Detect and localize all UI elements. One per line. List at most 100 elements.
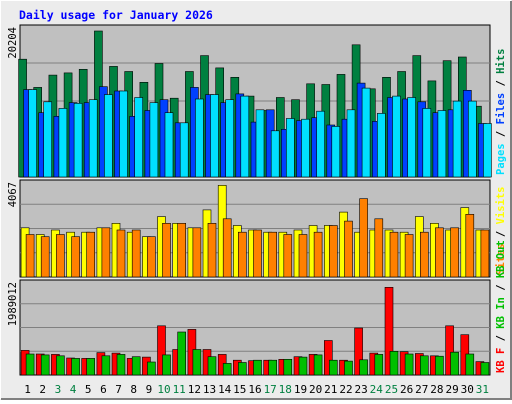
bar-sites-16 [253, 229, 262, 278]
bar-kb-in-22 [344, 360, 353, 376]
x-tick-label-5: 5 [85, 383, 92, 396]
x-tick-label-9: 9 [146, 383, 153, 396]
bar-kb-in-29 [450, 351, 459, 376]
bar-pages-16 [255, 109, 265, 178]
bar-kb-in-12 [192, 349, 202, 376]
bar-sites-15 [238, 231, 247, 278]
bar-sites-17 [268, 231, 278, 278]
x-tick-label-12: 12 [188, 383, 201, 396]
bar-kb-in-28 [435, 355, 444, 376]
bar-kb-in-30 [465, 353, 475, 376]
bar-sites-3 [56, 234, 65, 278]
panel-legend: Pages / Files / Hits [495, 49, 507, 175]
bar-kb-in-8 [131, 356, 141, 376]
bar-kb-f-23 [354, 327, 363, 376]
bar-pages-15 [240, 95, 250, 178]
x-tick-label-28: 28 [430, 383, 443, 396]
bar-pages-27 [422, 108, 432, 178]
bar-kb-in-7 [116, 354, 126, 376]
panel-max-label: 4067 [7, 182, 19, 207]
x-tick-label-10: 10 [157, 383, 170, 396]
bar-kb-in-23 [359, 359, 368, 376]
bar-sites-4 [71, 236, 80, 278]
x-tick-label-2: 2 [39, 383, 46, 396]
x-tick-label-3: 3 [55, 383, 62, 396]
bar-kb-in-11 [177, 331, 186, 376]
x-tick-label-11: 11 [173, 383, 186, 396]
legend-entry: Visits [495, 186, 507, 224]
x-tick-label-31: 31 [476, 383, 489, 396]
bar-pages-21 [331, 126, 341, 178]
bar-sites-26 [404, 234, 414, 278]
bar-kb-in-18 [283, 358, 293, 376]
bar-kb-f-10 [157, 325, 166, 376]
x-tick-label-29: 29 [445, 383, 458, 396]
x-tick-label-30: 30 [461, 383, 474, 396]
legend-separator: / [495, 329, 507, 348]
bar-kb-in-27 [419, 355, 429, 376]
legend-entry: Sites [495, 243, 507, 275]
bar-sites-25 [389, 231, 399, 278]
bar-pages-12 [195, 98, 204, 178]
bar-pages-24 [376, 113, 386, 178]
bar-pages-13 [210, 94, 219, 178]
panel-kbytes: 1989012 KB F / KB In / KB Out [7, 240, 507, 376]
bar-sites-29 [450, 227, 459, 278]
bar-sites-31 [480, 229, 490, 278]
bar-kb-in-5 [86, 358, 95, 376]
x-tick-label-21: 21 [324, 383, 337, 396]
bar-kb-in-21 [328, 359, 338, 376]
x-tick-label-22: 22 [339, 383, 352, 396]
legend-entry: KB In [495, 297, 507, 329]
bar-sites-1 [25, 234, 35, 278]
x-tick-label-14: 14 [218, 383, 232, 396]
bar-sites-7 [116, 229, 126, 278]
bar-sites-13 [207, 223, 217, 278]
bar-pages-18 [285, 118, 295, 178]
x-tick-label-13: 13 [203, 383, 216, 396]
bar-sites-5 [86, 231, 95, 278]
x-tick-label-20: 20 [309, 383, 322, 396]
bar-pages-14 [225, 99, 234, 178]
bar-kb-in-16 [253, 359, 262, 376]
x-tick-label-15: 15 [233, 383, 246, 396]
bar-sites-12 [192, 227, 202, 278]
panel-legend: KB F / KB In / KB Out [495, 240, 507, 373]
bar-pages-1 [28, 89, 37, 178]
bar-kb-in-4 [71, 358, 80, 376]
bar-kb-in-1 [25, 353, 35, 376]
panel-legend: Sites / Visits [495, 186, 507, 275]
bar-sites-24 [374, 218, 384, 278]
bar-kb-in-6 [101, 355, 111, 376]
bar-pages-19 [301, 118, 310, 178]
bar-pages-6 [104, 94, 113, 178]
bar-sites-11 [177, 223, 186, 278]
x-tick-label-27: 27 [415, 383, 428, 396]
bar-pages-31 [483, 123, 492, 178]
x-tick-label-8: 8 [130, 383, 137, 396]
bar-kb-in-14 [222, 363, 232, 376]
bar-kb-in-3 [56, 355, 65, 376]
bar-sites-10 [162, 223, 171, 278]
x-axis-labels: 1 2 3 4 5 6 7 8 9 10 11 12 13 14 15 16 17 18 19 20 21 22 23 24 2… [24, 383, 489, 396]
bar-sites-28 [435, 227, 444, 278]
x-tick-label-25: 25 [385, 383, 398, 396]
bar-kb-in-13 [207, 356, 217, 376]
bar-sites-27 [419, 231, 429, 278]
x-tick-label-19: 19 [294, 383, 307, 396]
bar-pages-20 [316, 110, 325, 178]
bar-sites-20 [313, 231, 323, 278]
bar-sites-14 [222, 218, 232, 278]
bar-pages-23 [361, 87, 371, 178]
bar-kb-f-29 [445, 325, 454, 376]
x-tick-label-23: 23 [354, 383, 367, 396]
bar-pages-9 [149, 102, 159, 178]
chart-title: Daily usage for January 2026 [19, 8, 213, 22]
x-tick-label-24: 24 [370, 383, 384, 396]
bar-kb-in-17 [268, 359, 278, 376]
panel-max-label: 1989012 [7, 282, 19, 326]
legend-entry: KB Out [495, 240, 507, 278]
